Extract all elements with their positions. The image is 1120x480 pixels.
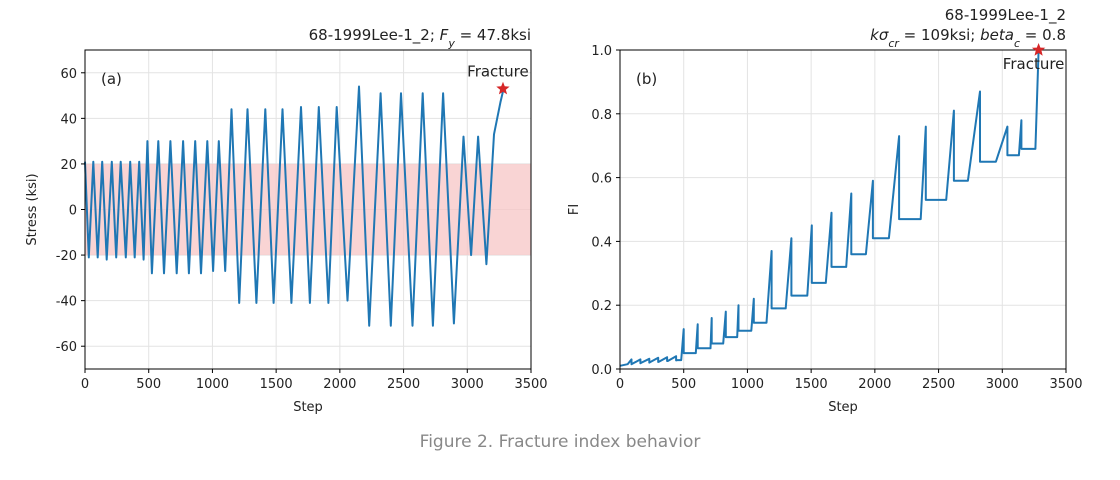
chart-b-xtick-label: 500 <box>671 377 696 392</box>
chart-b-fracture-marker <box>1031 43 1046 56</box>
chart-b-xtick-label: 1500 <box>795 377 828 392</box>
chart-b-ytick-label: 0.6 <box>591 172 612 187</box>
chart-b-ytick-label: 0.0 <box>591 363 612 378</box>
chart-a-xtick-label: 3000 <box>451 377 484 392</box>
chart-b-xlabel: Step <box>828 400 858 415</box>
chart-a-xlabel: Step <box>293 400 323 415</box>
chart-b-ylabel: FI <box>567 204 582 215</box>
chart-b-xtick-label: 3000 <box>986 377 1019 392</box>
chart-a-ytick-label: 40 <box>60 112 77 127</box>
chart-b-xtick-label: 1000 <box>731 377 764 392</box>
chart-a-ylabel: Stress (ksi) <box>25 173 40 245</box>
chart-b-ytick-label: 1.0 <box>591 44 612 59</box>
chart-b-title: 68-1999Lee-1_2 <box>945 6 1066 25</box>
chart-b-fracture-label: Fracture <box>1003 55 1065 73</box>
chart-b-ytick-label: 0.2 <box>591 299 612 314</box>
chart-b-panel-label: (b) <box>636 70 657 88</box>
chart-a-ytick-label: 0 <box>69 204 77 219</box>
chart-a-xtick-label: 0 <box>81 377 89 392</box>
chart-a-series-line <box>84 85 505 327</box>
chart-a: 0 500 1000 1500 2000 2500 3000 3500 -60 -40 -20 0 20… <box>25 26 548 415</box>
chart-a-ytick-label: -20 <box>56 249 77 264</box>
chart-a-ytick-label: 60 <box>60 67 77 82</box>
chart-b-axes-frame <box>619 49 1067 370</box>
figure: 0 500 1000 1500 2000 2500 3000 3500 -60 -40 -20 0 20… <box>25 6 1083 415</box>
chart-b-xtick-label: 2500 <box>922 377 955 392</box>
chart-b: 0 500 1000 1500 2000 2500 3000 3500 0.0 0.2 0.4 0.6… <box>567 6 1083 415</box>
figure-caption: Figure 2. Fracture index behavior <box>419 432 701 452</box>
chart-b-xtick-label: 3500 <box>1049 377 1082 392</box>
chart-b-xtick-label: 0 <box>616 377 624 392</box>
chart-b-xtick-label: 2000 <box>858 377 891 392</box>
chart-a-xtick-label: 1000 <box>196 377 229 392</box>
chart-a-xtick-label: 3500 <box>514 377 547 392</box>
chart-a-xtick-label: 2000 <box>323 377 356 392</box>
chart-b-subtitle: kσcr = 109ksi; betac = 0.8 <box>870 26 1066 50</box>
chart-b-ytick-label: 0.4 <box>591 235 612 250</box>
chart-a-ytick-label: -60 <box>56 340 77 355</box>
chart-a-xtick-label: 500 <box>136 377 161 392</box>
chart-b-series-line <box>619 49 1040 367</box>
chart-a-title: 68-1999Lee-1_2; Fy = 47.8ksi <box>309 26 531 50</box>
chart-a-panel-label: (a) <box>101 70 122 88</box>
chart-a-ytick-label: -40 <box>56 295 77 310</box>
chart-a-xtick-label: 1500 <box>260 377 293 392</box>
chart-a-fracture-marker <box>496 81 510 95</box>
chart-a-fracture-label: Fracture <box>467 63 529 81</box>
chart-b-ytick-label: 0.8 <box>591 108 612 123</box>
chart-a-xtick-label: 2500 <box>387 377 420 392</box>
chart-a-ytick-label: 20 <box>60 158 77 173</box>
